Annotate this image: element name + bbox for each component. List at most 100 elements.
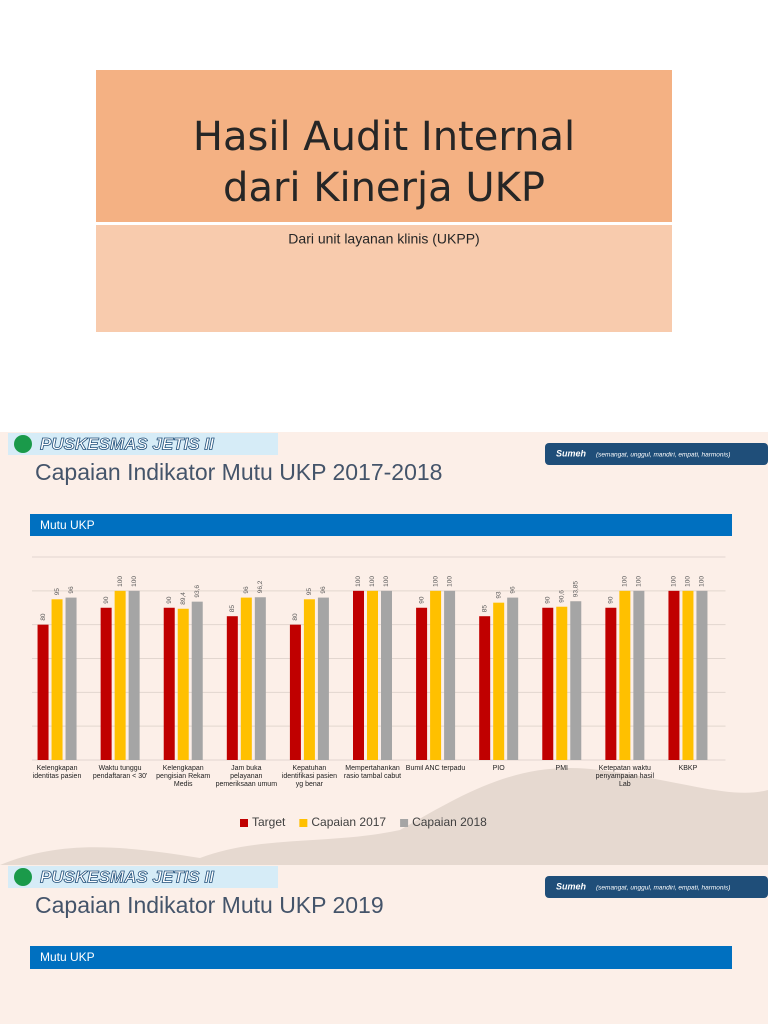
value-label: 100: [355, 576, 362, 587]
value-label: 96: [320, 586, 327, 594]
title-line: dari Kinerja UKP: [223, 165, 545, 211]
bar: [479, 616, 491, 760]
section-label: Mutu UKP: [40, 950, 95, 964]
section-bar: [30, 514, 732, 536]
x-tick-label: Waktu tunggu pendaftaran < 30': [92, 765, 148, 780]
bar: [542, 607, 554, 760]
legend-swatch: [400, 819, 409, 827]
bar: [226, 616, 238, 760]
value-label: 96: [68, 586, 75, 594]
title-box: [96, 70, 672, 222]
value-label: 100: [636, 576, 643, 587]
bar: [191, 601, 203, 760]
logo: [14, 868, 32, 886]
bar: [51, 599, 63, 760]
bar: [353, 590, 364, 760]
motto-bar: [545, 443, 768, 465]
bar: [114, 590, 126, 760]
bar: [240, 597, 252, 760]
x-tick-label-box: Kelengkapan identitas pasien: [32, 765, 82, 780]
bar: [163, 607, 175, 760]
x-tick-label-box: Kelengkapan pengisian Rekam Medis: [156, 765, 211, 788]
value-label: 100: [699, 576, 706, 587]
value-label: 85: [229, 605, 236, 613]
motto-name: Sumeh: [556, 881, 587, 891]
value-label: 80: [40, 613, 47, 621]
bar: [303, 599, 315, 760]
bar: [381, 590, 392, 760]
subtitle-box: [96, 225, 672, 332]
bar: [605, 607, 617, 760]
value-label: 90: [544, 596, 551, 604]
x-tick-label-box: PMI: [556, 765, 568, 772]
value-label: 100: [432, 576, 439, 587]
x-tick-label-box: KBKP: [678, 765, 698, 772]
value-label: 100: [117, 576, 124, 587]
legend-label: Target: [252, 815, 286, 829]
motto-bar: [545, 876, 768, 898]
x-tick-label-box: Kepatuhan identifikasi pasien yg benar: [281, 765, 338, 788]
logo: [14, 435, 32, 453]
legend-swatch: [240, 819, 248, 827]
value-label: 90,6: [558, 590, 565, 603]
motto: (semangat, unggul, mandiri, empati, harm…: [596, 885, 730, 892]
brand: PUSKESMAS JETIS II: [40, 434, 215, 453]
value-label: 90: [608, 596, 615, 604]
value-label: 90: [103, 596, 110, 604]
brand-bar: [8, 433, 278, 455]
value-label: 100: [131, 576, 138, 587]
bar: [696, 590, 708, 760]
x-tick-label: Kelengkapan pengisian Rekam Medis: [156, 765, 211, 788]
value-label: 95: [54, 588, 61, 596]
x-tick-label: KBKP: [678, 765, 698, 772]
legend-label: Capaian 2018: [412, 815, 487, 829]
value-label: 100: [383, 576, 390, 587]
title-line: Hasil Audit Internal: [193, 114, 575, 160]
subtitle: Dari unit layanan klinis (UKPP): [288, 231, 479, 247]
x-tick-label-box: PIO: [493, 765, 505, 772]
value-label: 96: [243, 586, 250, 594]
bar: [619, 590, 631, 760]
section-bar: [30, 946, 732, 969]
decor-hills: [0, 768, 768, 865]
value-label: 89,4: [180, 592, 187, 605]
x-tick-label-box: Waktu tunggu pendaftaran < 30': [92, 765, 148, 780]
x-tick-label: Kepatuhan identifikasi pasien yg benar: [281, 765, 338, 788]
bar: [289, 624, 301, 760]
value-label: 100: [622, 576, 629, 587]
chart: Kelengkapan identitas pasien 80 95 96 Waktu …: [32, 556, 726, 829]
x-tick-label: Jam buka pelayanan pemeriksaan umum: [215, 765, 278, 788]
motto: (semangat, unggul, mandiri, empati, harm…: [596, 452, 730, 459]
bar: [570, 601, 582, 760]
bar: [416, 607, 428, 760]
bar: [317, 597, 329, 760]
bar: [100, 607, 112, 760]
x-tick-label: Kelengkapan identitas pasien: [32, 765, 82, 780]
legend-label: Capaian 2017: [311, 815, 386, 829]
bar: [444, 590, 456, 760]
legend-swatch: [299, 819, 308, 827]
x-tick-label: Mempertahankan rasio tambal cabut: [343, 765, 402, 780]
value-label: 96: [509, 586, 516, 594]
value-label: 85: [481, 605, 488, 613]
value-label: 80: [292, 613, 299, 621]
bar: [507, 597, 519, 760]
x-tick-label-box: Mempertahankan rasio tambal cabut: [343, 765, 402, 780]
value-label: 93,85: [572, 581, 579, 598]
bar: [254, 597, 266, 760]
bar: [668, 590, 680, 760]
value-label: 93: [495, 591, 502, 599]
motto-name: Sumeh: [556, 448, 587, 458]
slide-title: Capaian Indikator Mutu UKP 2017-2018: [35, 459, 442, 485]
slide-title: Capaian Indikator Mutu UKP 2019: [35, 892, 384, 918]
bar: [177, 608, 189, 760]
bar: [430, 590, 442, 760]
x-tick-label-box: Bumil ANC terpadu: [405, 765, 466, 772]
x-tick-label-box: Jam buka pelayanan pemeriksaan umum: [215, 765, 278, 788]
bar: [37, 624, 49, 760]
value-label: 90: [166, 596, 173, 604]
value-label: 93,6: [194, 585, 201, 598]
value-label: 95: [306, 588, 313, 596]
x-tick-label: Bumil ANC terpadu: [405, 765, 466, 772]
